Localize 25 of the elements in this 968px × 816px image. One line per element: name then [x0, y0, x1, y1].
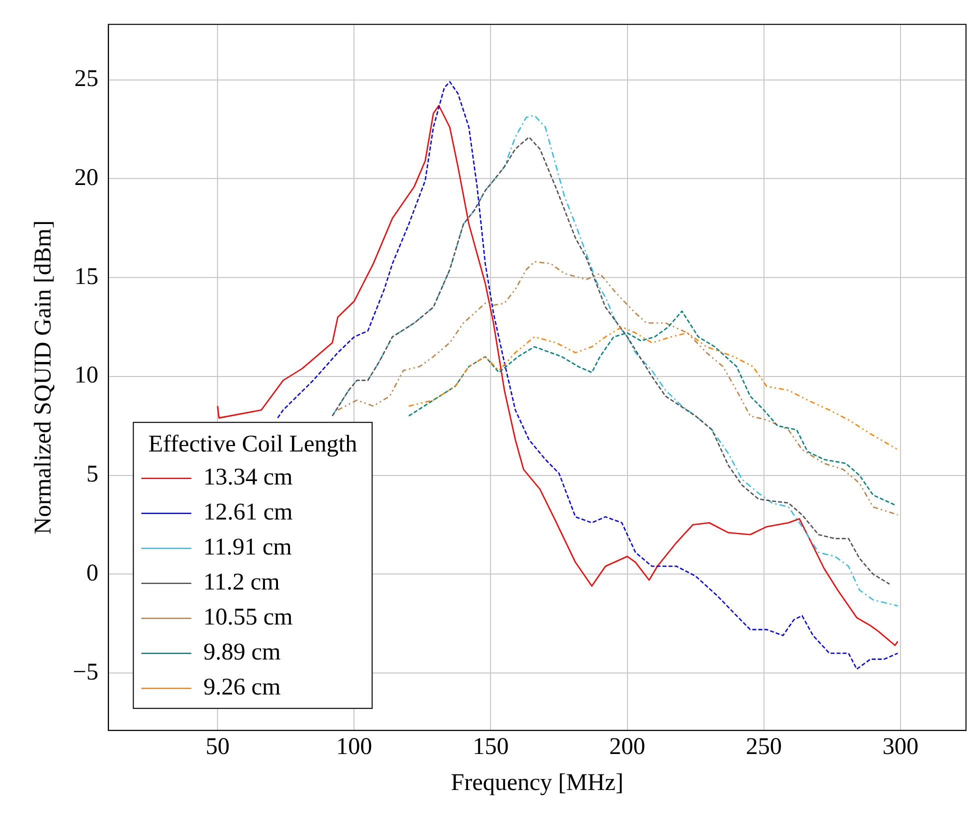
- line-series: [408, 310, 896, 506]
- line-series: [408, 326, 898, 450]
- y-tick-label: 25: [74, 66, 98, 92]
- x-tick-label: 100: [336, 734, 372, 760]
- legend-label: 12.61 cm: [203, 500, 293, 526]
- x-tick-label: 200: [609, 734, 646, 760]
- x-tick-label: 250: [746, 734, 782, 760]
- legend-label: 13.34 cm: [203, 464, 293, 491]
- legend-label: 10.55 cm: [203, 604, 293, 631]
- x-tick-label: 300: [882, 734, 918, 760]
- y-tick-label: 0: [86, 560, 98, 586]
- x-axis-title: Frequency [MHz]: [450, 770, 624, 796]
- y-tick-label: −5: [72, 659, 98, 686]
- y-axis-title: Normalized SQUID Gain [dBm]: [30, 220, 57, 534]
- y-tick-label: 5: [86, 462, 98, 488]
- legend-label: 11.2 cm: [203, 570, 280, 596]
- y-tick-label: 20: [74, 164, 98, 191]
- y-tick-label: 10: [74, 362, 98, 389]
- legend-label: 9.26 cm: [203, 674, 281, 701]
- x-tick-label: 150: [472, 734, 509, 760]
- legend-label: 9.89 cm: [203, 640, 281, 666]
- x-tick-label: 50: [206, 734, 230, 760]
- y-tick-label: 15: [74, 264, 98, 290]
- legend-label: 11.91 cm: [203, 534, 292, 561]
- legend-title: Effective Coil Length: [148, 432, 358, 458]
